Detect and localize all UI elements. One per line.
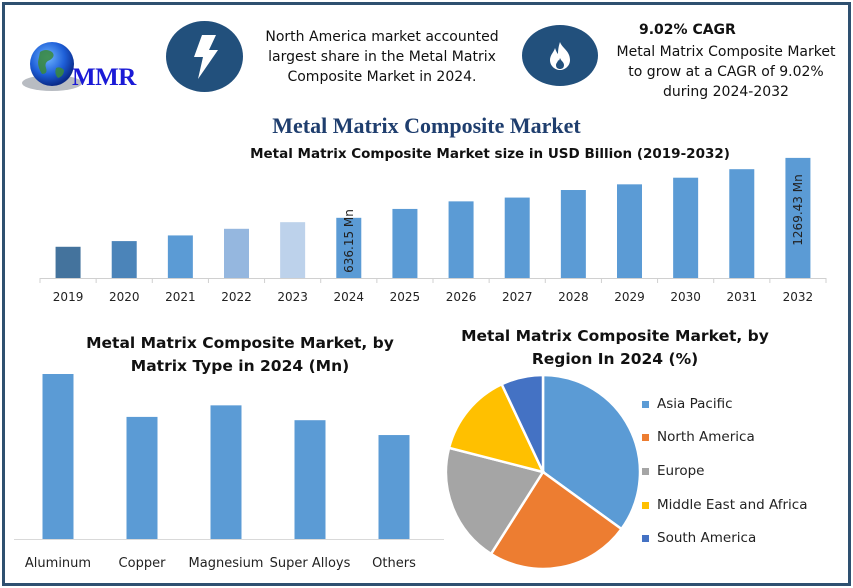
- legend-item: South America: [642, 530, 756, 546]
- bar-2028: [560, 190, 586, 278]
- legend-label: Middle East and Africa: [657, 497, 808, 513]
- matrix-type-chart-title: Metal Matrix Composite Market, by Matrix…: [40, 332, 440, 378]
- info-right-line-1: Metal Matrix Composite Market: [616, 44, 836, 60]
- x-tick-label: 2029: [614, 290, 645, 304]
- x-tick-label: 2027: [502, 290, 533, 304]
- bar-2020: [111, 241, 137, 278]
- legend-swatch: [642, 534, 649, 542]
- category-label: Others: [372, 556, 416, 571]
- bar-super-alloys: [294, 420, 326, 539]
- region-title-line-2: Region In 2024 (%): [531, 350, 699, 368]
- x-tick-label: 2020: [109, 290, 140, 304]
- info-right-line-3: during 2024-2032: [663, 84, 789, 100]
- legend-label: South America: [657, 530, 757, 546]
- bar-others: [378, 435, 410, 539]
- x-tick-label: 2032: [783, 290, 814, 304]
- legend-label: North America: [657, 429, 755, 445]
- bar-2030: [673, 177, 699, 278]
- logo-text: MMR: [72, 64, 136, 91]
- bar-2025: [392, 208, 418, 278]
- category-label: Magnesium: [189, 556, 264, 571]
- category-label: Copper: [119, 556, 167, 571]
- legend-swatch: [642, 400, 649, 408]
- region-chart-title: Metal Matrix Composite Market, by Region…: [430, 325, 800, 371]
- data-label: 1269.43 Mn: [791, 174, 805, 245]
- x-tick-label: 2025: [390, 290, 421, 304]
- bar-2032: [785, 157, 811, 278]
- cagr-title: 9.02% CAGR: [639, 22, 736, 38]
- legend-label: Europe: [657, 463, 705, 479]
- category-label: Aluminum: [25, 556, 91, 571]
- bar-copper: [126, 416, 158, 539]
- bar-magnesium: [210, 405, 242, 539]
- pie-slice-middle-east-and-africa: [447, 382, 546, 474]
- main-title: Metal Matrix Composite Market: [272, 113, 581, 138]
- matrix-type-title-line-1: Metal Matrix Composite Market, by: [86, 334, 394, 352]
- info-left-line-1: North America market accounted: [265, 29, 499, 45]
- x-tick-label: 2022: [221, 290, 252, 304]
- pie-slice-north-america: [489, 470, 624, 571]
- x-tick-label: 2030: [670, 290, 701, 304]
- legend-swatch: [642, 433, 649, 441]
- bar-2019: [55, 246, 81, 278]
- mmr-logo: MMR: [22, 38, 157, 98]
- pie-slice-asia-pacific: [541, 373, 642, 531]
- bar-2024: [336, 217, 362, 278]
- globe-icon: [22, 42, 82, 91]
- category-label: Super Alloys: [270, 556, 351, 571]
- x-tick-label: 2021: [165, 290, 196, 304]
- bar-aluminum: [42, 374, 74, 539]
- info-right-line-2: to grow at a CAGR of 9.02%: [628, 64, 824, 80]
- legend-swatch: [642, 467, 649, 475]
- legend-item: Europe: [642, 463, 704, 479]
- legend-swatch: [642, 501, 649, 509]
- info-left-line-3: Composite Market in 2024.: [287, 69, 477, 85]
- x-tick-label: 2028: [558, 290, 589, 304]
- x-tick-label: 2026: [446, 290, 477, 304]
- flame-icon: [550, 41, 570, 70]
- bar-2026: [448, 201, 474, 278]
- cagr-info: Metal Matrix Composite Market to grow at…: [606, 42, 846, 102]
- bar-2023: [280, 222, 306, 278]
- legend-item: Asia Pacific: [642, 396, 733, 412]
- x-tick-label: 2031: [727, 290, 758, 304]
- matrix-type-title-line-2: Matrix Type in 2024 (Mn): [130, 357, 350, 375]
- info-left-line-2: largest share in the Metal Matrix: [268, 49, 496, 65]
- x-tick-label: 2023: [277, 290, 308, 304]
- flame-icon-badge: [522, 25, 598, 86]
- bar-2022: [224, 228, 249, 278]
- pie-slice-europe: [444, 446, 545, 556]
- lightning-icon-badge: [166, 21, 243, 92]
- x-tick-label: 2024: [334, 290, 365, 304]
- north-america-info: North America market accounted largest s…: [256, 27, 508, 87]
- bar-2031: [729, 169, 755, 278]
- pie-slice-south-america: [500, 373, 545, 473]
- x-tick-label: 2019: [53, 290, 84, 304]
- market-size-chart-title: Metal Matrix Composite Market size in US…: [250, 146, 730, 162]
- bar-2029: [617, 184, 642, 278]
- data-label: 636.15 Mn: [342, 209, 356, 273]
- bar-2027: [504, 197, 530, 278]
- legend-label: Asia Pacific: [657, 396, 733, 412]
- bar-2021: [167, 235, 193, 278]
- lightning-bolt-icon: [193, 34, 218, 79]
- region-title-line-1: Metal Matrix Composite Market, by: [461, 327, 769, 345]
- legend-item: North America: [642, 429, 755, 445]
- legend-item: Middle East and Africa: [642, 497, 808, 513]
